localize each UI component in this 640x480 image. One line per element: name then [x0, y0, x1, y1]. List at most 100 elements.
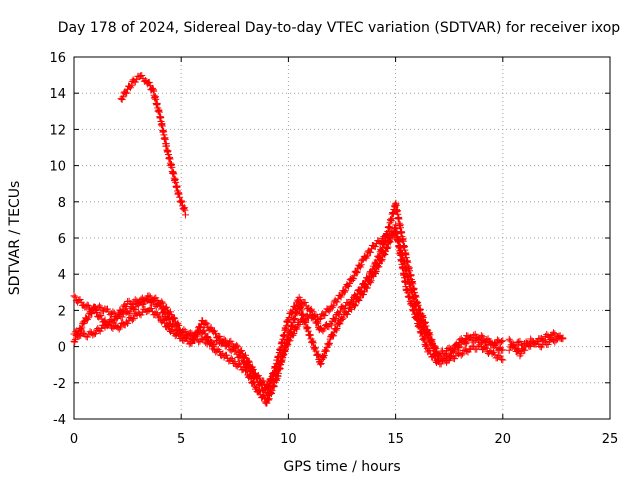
- data-point-trail: [331, 316, 339, 324]
- data-point-trail: [227, 354, 235, 362]
- data-point-trail: [497, 355, 505, 363]
- data-point-trail: [449, 346, 457, 354]
- data-point-trail: [236, 352, 244, 360]
- data-point-trail: [417, 328, 425, 336]
- data-point-trail: [418, 328, 426, 336]
- data-point-trail: [170, 314, 178, 322]
- data-point: [252, 374, 260, 382]
- data-point-trail: [358, 257, 366, 265]
- data-point-trail: [557, 335, 565, 342]
- data-point-trail: [375, 263, 383, 271]
- data-point-trail: [416, 305, 424, 313]
- data-point: [445, 356, 453, 364]
- data-point-trail: [414, 301, 422, 309]
- y-tick-label: -2: [53, 377, 66, 392]
- data-point-trail: [158, 298, 166, 306]
- y-axis-label: SDTVAR / TECUs: [7, 181, 23, 296]
- data-point: [338, 315, 346, 323]
- data-point-trail: [341, 287, 349, 295]
- data-point: [113, 313, 121, 321]
- data-point-trail: [419, 314, 427, 322]
- data-point-trail: [131, 296, 139, 304]
- data-point-trail: [233, 341, 241, 349]
- data-point-trail: [351, 301, 359, 309]
- data-point: [181, 211, 189, 219]
- data-point-trail: [336, 320, 344, 328]
- data-point-trail: [269, 381, 277, 389]
- data-point-trail: [203, 320, 211, 328]
- data-point-trail: [304, 324, 312, 332]
- data-point-trail: [222, 351, 230, 359]
- data-point-trail: [78, 324, 86, 332]
- data-point-trail: [552, 336, 560, 344]
- data-point: [263, 399, 271, 407]
- data-point-trail: [180, 326, 188, 334]
- data-point-trail: [353, 269, 361, 277]
- data-point: [413, 315, 421, 323]
- data-point-trail: [232, 347, 240, 355]
- data-point-trail: [128, 316, 136, 324]
- data-point-trail: [421, 336, 429, 344]
- data-point-trail: [339, 314, 347, 322]
- data-point: [381, 251, 389, 259]
- data-point-trail: [293, 325, 301, 333]
- data-point-trail: [291, 316, 299, 324]
- data-point-trail: [378, 256, 386, 264]
- x-tick-label: 5: [177, 432, 185, 447]
- data-point-trail: [204, 334, 212, 342]
- data-point-trail: [242, 366, 250, 374]
- data-point-trail: [202, 319, 210, 327]
- data-point-trail: [496, 352, 504, 360]
- data-point: [145, 292, 153, 300]
- data-point-trail: [314, 319, 322, 327]
- data-point-trail: [324, 340, 332, 348]
- data-point-trail: [426, 331, 434, 339]
- data-point-trail: [285, 328, 293, 336]
- data-point-trail: [454, 342, 462, 350]
- data-point-trail: [258, 393, 266, 401]
- data-point-trail: [164, 321, 172, 329]
- data-point-trail: [349, 275, 357, 283]
- y-tick-label: 8: [58, 196, 66, 211]
- data-point-trail: [417, 329, 425, 337]
- data-point-trail: [357, 261, 365, 269]
- data-point-trail: [371, 243, 379, 251]
- data-point-trail: [84, 302, 92, 310]
- y-tick-label: 14: [49, 87, 66, 102]
- y-tick-label: 16: [49, 51, 66, 66]
- x-tick-label: 10: [280, 432, 297, 447]
- data-point-trail: [198, 316, 206, 324]
- data-point-trail: [431, 344, 439, 352]
- data-point-trail: [171, 314, 179, 322]
- data-point-trail: [160, 316, 168, 324]
- data-point-trail: [159, 299, 167, 307]
- data-point: [516, 337, 524, 345]
- series-track-e: [505, 332, 567, 360]
- y-tick-label: 4: [58, 268, 66, 283]
- data-point-trail: [180, 204, 188, 212]
- data-point: [505, 346, 513, 354]
- data-point-trail: [416, 324, 424, 332]
- data-point: [559, 334, 567, 342]
- data-point-trail: [361, 253, 369, 261]
- data-point-trail: [265, 395, 273, 403]
- data-point-trail: [116, 323, 124, 331]
- data-point-trail: [321, 311, 329, 319]
- data-point-trail: [208, 341, 216, 349]
- data-point: [91, 330, 99, 338]
- data-point-trail: [105, 318, 113, 326]
- data-point-trail: [388, 230, 396, 238]
- data-point-trail: [325, 341, 333, 349]
- data-point-trail: [301, 318, 309, 326]
- data-point-trail: [492, 340, 500, 348]
- data-point-trail: [363, 284, 371, 292]
- y-tick-label: 10: [49, 160, 66, 175]
- data-point-trail: [348, 305, 356, 313]
- data-point-trail: [414, 298, 422, 306]
- data-point-trail: [391, 224, 399, 232]
- data-point-trail: [521, 346, 529, 354]
- data-point-trail: [308, 307, 316, 315]
- data-point: [505, 335, 513, 343]
- data-point-trail: [169, 326, 177, 334]
- data-point-trail: [181, 206, 189, 214]
